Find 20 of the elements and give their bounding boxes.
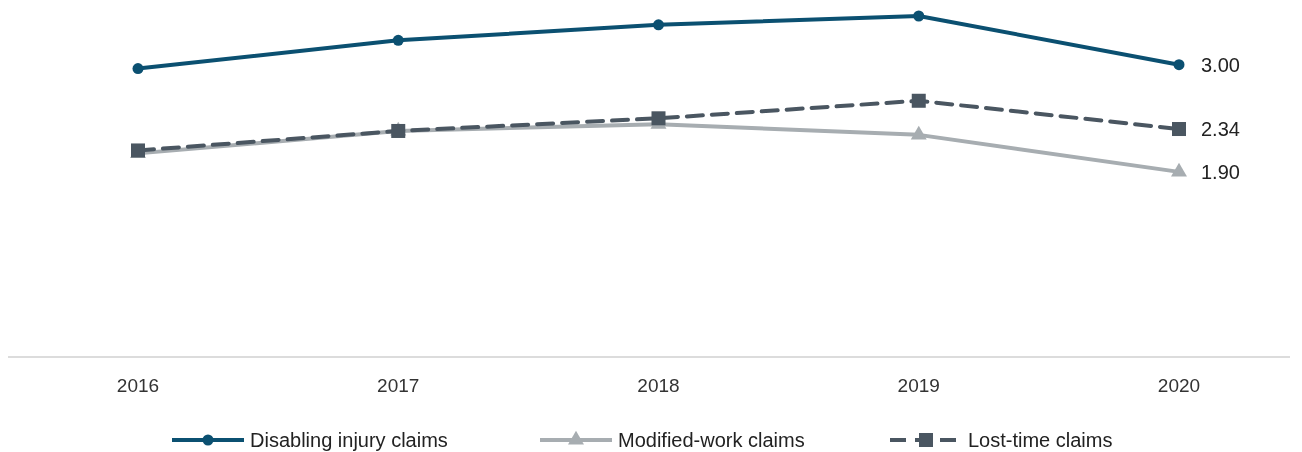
legend-label: Modified-work claims [618,429,805,451]
x-tick-label: 2020 [1157,375,1201,396]
data-label: 1.90 [1201,160,1240,183]
point [392,34,404,46]
data-label: 2.34 [1201,118,1240,141]
x-tick-label: 2018 [637,375,680,396]
data-label: 3.00 [1201,53,1240,76]
point [1172,122,1186,137]
legend-label: Lost-time claims [968,429,1113,451]
x-tick-label: 2017 [377,375,420,396]
point [1171,162,1187,177]
point [913,10,925,22]
x-tick-label: 2016 [116,375,160,396]
point [1173,59,1185,71]
x-tick-label: 2019 [897,375,940,396]
point [653,19,664,31]
point [132,63,144,75]
legend-label: Disabling injury claims [250,429,448,451]
point [911,93,926,108]
point [910,125,927,140]
